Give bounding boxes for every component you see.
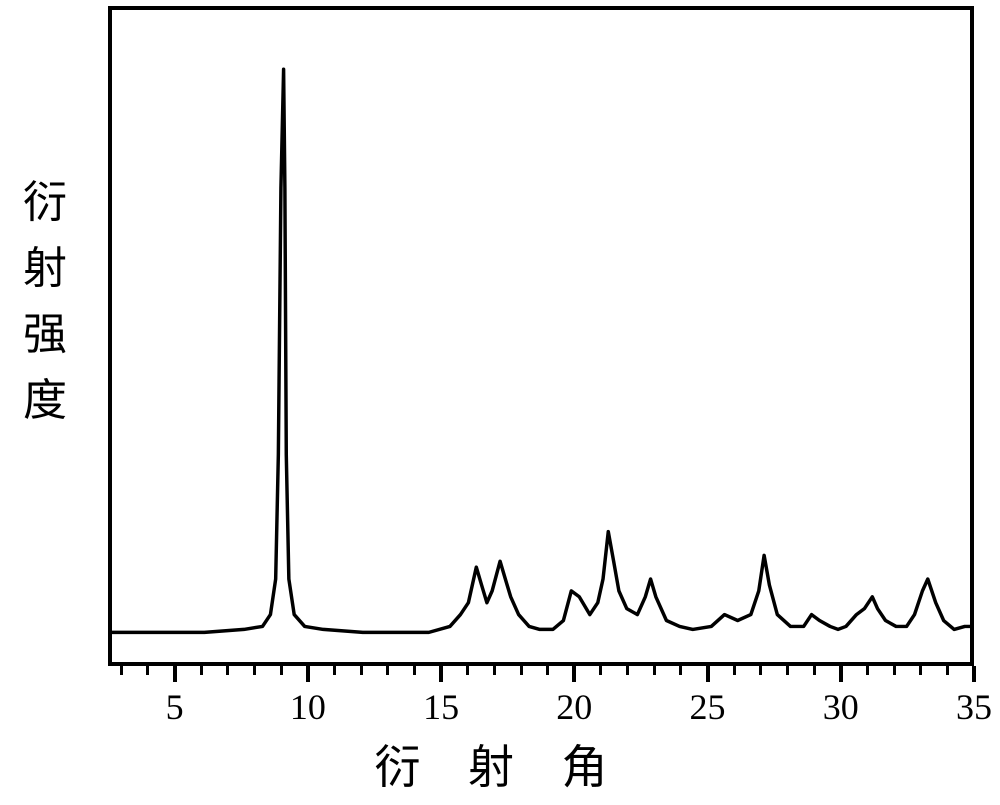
x-tick-minor [333, 666, 336, 675]
x-tick-label: 35 [956, 686, 992, 728]
x-tick-label: 30 [823, 686, 859, 728]
x-tick-minor [653, 666, 656, 675]
x-tick-major [572, 666, 576, 682]
x-tick-minor [733, 666, 736, 675]
y-axis-label: 衍 射 强 度 [0, 170, 90, 434]
ylabel-char-1: 射 [0, 236, 90, 302]
x-tick-minor [360, 666, 363, 675]
x-tick-minor [946, 666, 949, 675]
x-tick-minor [120, 666, 123, 675]
xrd-trace [112, 10, 970, 662]
x-axis-label: 衍 射 角 [0, 731, 1000, 797]
ylabel-char-2: 强 [0, 302, 90, 368]
x-tick-minor [413, 666, 416, 675]
plot-area [108, 6, 974, 666]
x-tick-minor [546, 666, 549, 675]
x-tick-minor [146, 666, 149, 675]
x-axis-ticks: 5101520253035 [108, 670, 974, 730]
x-tick-minor [626, 666, 629, 675]
x-tick-major [306, 666, 310, 682]
x-tick-label: 15 [423, 686, 459, 728]
ylabel-char-3: 度 [0, 368, 90, 434]
x-tick-major [972, 666, 976, 682]
x-tick-label: 25 [690, 686, 726, 728]
x-tick-label: 20 [556, 686, 592, 728]
x-tick-minor [919, 666, 922, 675]
x-tick-minor [813, 666, 816, 675]
x-tick-major [439, 666, 443, 682]
x-tick-minor [893, 666, 896, 675]
x-tick-minor [226, 666, 229, 675]
x-tick-minor [386, 666, 389, 675]
x-tick-minor [520, 666, 523, 675]
x-tick-minor [466, 666, 469, 675]
x-tick-major [839, 666, 843, 682]
x-tick-minor [786, 666, 789, 675]
x-tick-minor [866, 666, 869, 675]
x-tick-minor [200, 666, 203, 675]
x-tick-minor [253, 666, 256, 675]
x-tick-major [173, 666, 177, 682]
x-tick-minor [759, 666, 762, 675]
x-tick-label: 5 [166, 686, 184, 728]
figure-container: 衍 射 强 度 5 10 15 20 25 30 35 衍 射 角 [0, 0, 1000, 805]
x-tick-minor [493, 666, 496, 675]
x-tick-major [706, 666, 710, 682]
x-tick-minor [679, 666, 682, 675]
x-tick-minor [280, 666, 283, 675]
x-tick-minor [599, 666, 602, 675]
ylabel-char-0: 衍 [0, 170, 90, 236]
x-tick-label: 10 [290, 686, 326, 728]
